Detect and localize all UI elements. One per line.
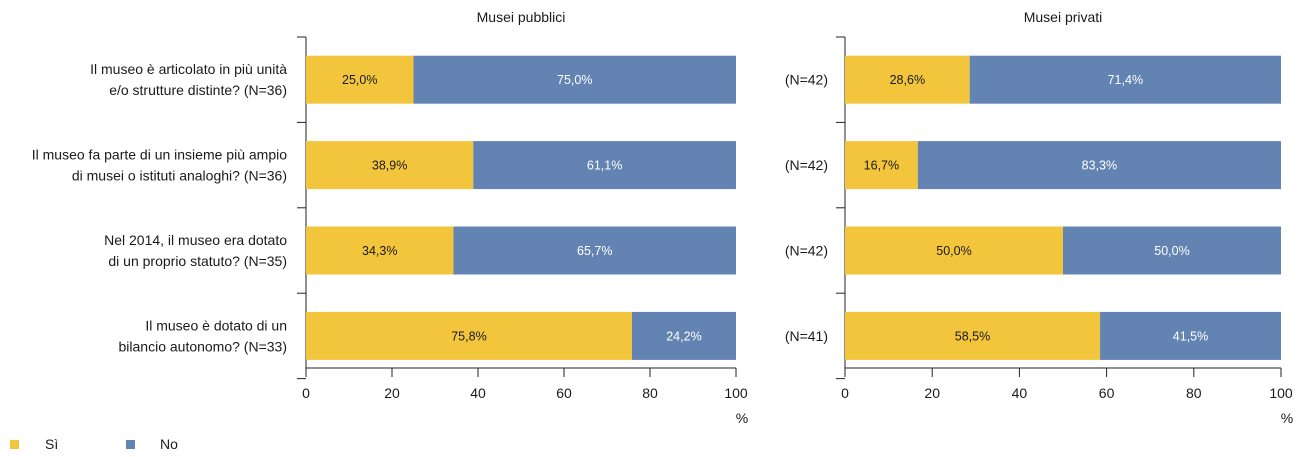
private-data-label: 50,0% <box>936 244 971 258</box>
private-x-tick-label: 20 <box>924 385 940 401</box>
private-x-unit: % <box>1281 410 1293 426</box>
public-x-tick-label: 0 <box>302 385 310 401</box>
private-bar-si-1 <box>845 55 970 104</box>
private-category-label: (N=42) <box>785 72 828 88</box>
public-data-label: 25,0% <box>342 73 377 87</box>
public-category-label: bilancio autonomo? (N=33) <box>119 338 288 354</box>
legend-label-no: No <box>160 436 178 452</box>
public-bar-no-1 <box>413 55 736 104</box>
public-category-label: di un proprio statuto? (N=35) <box>108 253 287 269</box>
private-x-tick-label: 100 <box>1269 385 1293 401</box>
private-data-label: 58,5% <box>955 329 990 343</box>
private-bar-no-3 <box>1063 226 1281 275</box>
public-bar-si-3 <box>306 226 454 275</box>
legend-swatch-no <box>126 440 135 449</box>
legend-label-si: Sì <box>45 436 58 452</box>
public-bar-si-2 <box>306 141 474 190</box>
public-data-label: 24,2% <box>666 329 701 343</box>
private-bar-no-1 <box>969 55 1281 104</box>
private-data-label: 41,5% <box>1173 329 1208 343</box>
private-x-tick-label: 60 <box>1099 385 1115 401</box>
public-category-label: Il museo è dotato di un <box>145 317 287 333</box>
private-bar-si-2 <box>845 141 918 190</box>
public-data-label: 65,7% <box>577 244 612 258</box>
public-bar-no-3 <box>453 226 736 275</box>
public-x-unit: % <box>736 410 748 426</box>
legend-swatch-si <box>10 440 19 449</box>
public-data-label: 75,8% <box>451 329 486 343</box>
private-chart-title: Musei privati <box>1024 9 1103 25</box>
public-data-label: 75,0% <box>557 73 592 87</box>
private-bar-si-4 <box>845 311 1101 360</box>
public-x-tick-label: 100 <box>724 385 748 401</box>
private-x-tick-label: 40 <box>1012 385 1028 401</box>
public-bar-no-2 <box>473 141 736 190</box>
private-data-label: 50,0% <box>1154 244 1189 258</box>
public-x-tick-label: 80 <box>642 385 658 401</box>
public-data-label: 38,9% <box>372 159 407 173</box>
private-bar-si-3 <box>845 226 1063 275</box>
private-category-label: (N=41) <box>785 328 828 344</box>
private-data-label: 28,6% <box>890 73 925 87</box>
public-bar-si-4 <box>306 311 632 360</box>
private-data-label: 83,3% <box>1082 159 1117 173</box>
public-category-label: di musei o istituti analoghi? (N=36) <box>72 168 287 184</box>
public-bar-no-4 <box>631 311 736 360</box>
public-category-label: Il museo è articolato in più unità <box>90 61 287 77</box>
private-bar-no-2 <box>917 141 1281 190</box>
public-bar-si-1 <box>306 55 414 104</box>
public-category-label: Il museo fa parte di un insieme più ampi… <box>32 147 287 163</box>
private-data-label: 16,7% <box>864 159 899 173</box>
public-chart-title: Musei pubblici <box>477 9 566 25</box>
private-x-tick-label: 80 <box>1186 385 1202 401</box>
private-category-label: (N=42) <box>785 243 828 259</box>
private-bar-no-4 <box>1100 311 1281 360</box>
public-data-label: 61,1% <box>587 159 622 173</box>
public-x-tick-label: 40 <box>470 385 486 401</box>
public-x-tick-label: 60 <box>556 385 572 401</box>
public-data-label: 34,3% <box>362 244 397 258</box>
public-category-label: Nel 2014, il museo era dotato <box>104 232 287 248</box>
private-data-label: 71,4% <box>1108 73 1143 87</box>
private-category-label: (N=42) <box>785 157 828 173</box>
public-category-label: e/o strutture distinte? (N=36) <box>109 82 287 98</box>
private-x-tick-label: 0 <box>841 385 849 401</box>
public-x-tick-label: 20 <box>384 385 400 401</box>
